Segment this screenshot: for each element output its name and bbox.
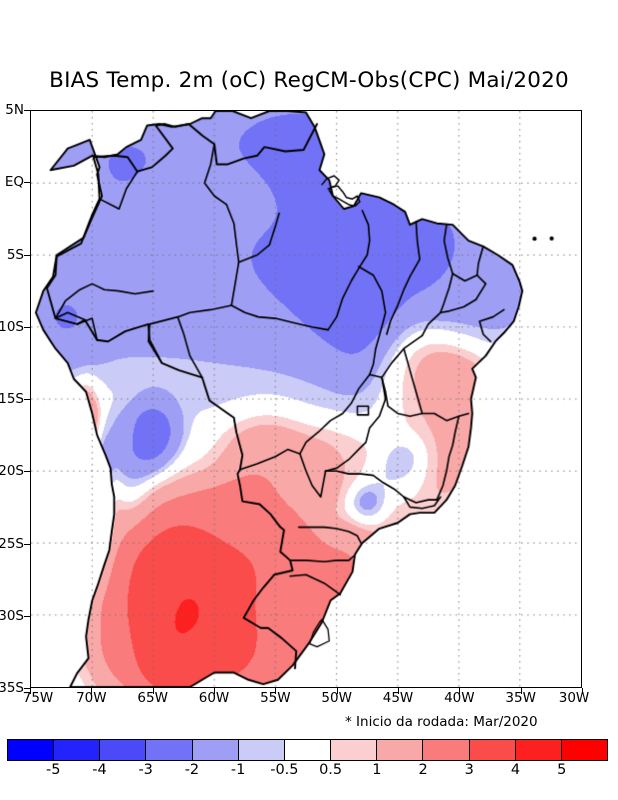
colorbar-segment: [561, 740, 608, 760]
colorbar-tick-label: 3: [464, 762, 474, 778]
y-axis-tick-labels: 5N EQ 5S 10S 15S 20S 25S 30S 35S: [0, 102, 27, 696]
x-tick-label: 65W: [137, 690, 168, 706]
x-tick-label: 75W: [22, 690, 54, 706]
run-start-note: * Inicio da rodada: Mar/2020: [345, 714, 538, 730]
colorbar-segment: [146, 740, 193, 760]
colorbar-segment: [469, 740, 516, 760]
x-tick-label: 55W: [260, 690, 291, 706]
colorbar-tick-label: 4: [510, 762, 521, 778]
colorbar: [7, 739, 608, 761]
y-tick-label: 30S: [0, 607, 24, 624]
colorbar-tick-label: 1: [372, 762, 382, 778]
x-tick-label: 45W: [382, 690, 414, 706]
colorbar-segment: [238, 740, 285, 760]
y-tick-label: 20S: [0, 463, 24, 480]
colorbar-tick-label: -0.5: [270, 762, 299, 778]
y-tick-label: 10S: [0, 318, 24, 335]
colorbar-tick-label: 5: [557, 762, 567, 778]
y-tick-label: 5S: [6, 246, 24, 263]
colorbar-tick-label: -2: [184, 762, 200, 778]
colorbar-segment: [284, 740, 332, 760]
map-plot-area: [30, 110, 582, 688]
colorbar-segment: [331, 740, 378, 760]
x-axis-tick-labels: 75W 70W 65W 60W 55W 50W 45W 40W 35W 30W: [23, 689, 590, 709]
colorbar-segment: [54, 740, 101, 760]
x-tick-label: 40W: [444, 690, 475, 706]
colorbar-tick-label: -4: [92, 762, 107, 778]
y-tick-label: 5N: [5, 102, 24, 118]
x-tick-label: 30W: [558, 690, 590, 706]
colorbar-tick-labels: -5 -4 -3 -2 -1 -0.5 0.5 1 2 3 4 5: [7, 762, 608, 782]
colorbar-segment: [100, 740, 147, 760]
colorbar-tick-label: -3: [138, 762, 153, 778]
x-tick-label: 35W: [505, 690, 536, 706]
colorbar-tick-label: 2: [418, 762, 428, 778]
colorbar-tick-label: -5: [45, 762, 61, 778]
y-tick-label: 35S: [0, 680, 24, 696]
y-tick-label: 15S: [0, 391, 24, 407]
colorbar-tick-label: 0.5: [319, 762, 343, 778]
colorbar-segment: [192, 740, 239, 760]
y-tick-label: EQ: [4, 174, 24, 191]
colorbar-segment: [8, 740, 55, 760]
x-tick-label: 50W: [321, 690, 352, 706]
colorbar-segment: [377, 740, 424, 760]
x-tick-label: 60W: [198, 690, 230, 706]
figure-title: BIAS Temp. 2m (oC) RegCM-Obs(CPC) Mai/20…: [49, 68, 569, 93]
colorbar-segment: [423, 740, 470, 760]
colorbar-segment: [515, 740, 562, 760]
x-tick-label: 70W: [76, 690, 107, 706]
map-raster-canvas: [31, 111, 581, 687]
y-tick-label: 25S: [0, 535, 24, 552]
colorbar-tick-label: -1: [230, 762, 246, 778]
